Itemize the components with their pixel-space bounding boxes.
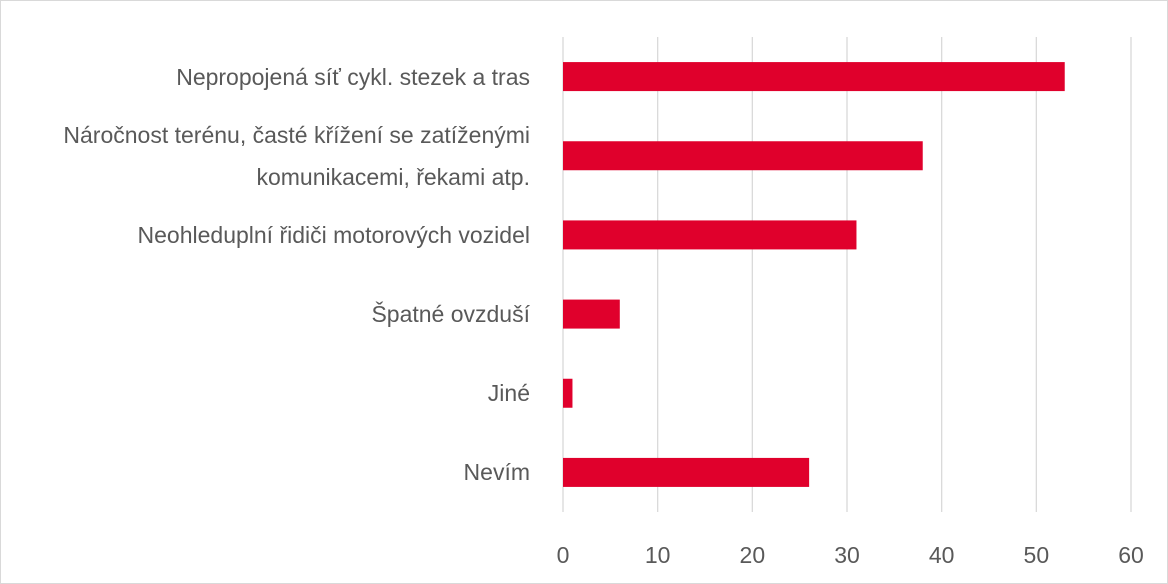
- x-tick-label: 10: [645, 542, 671, 568]
- y-tick-label: Nepropojená síť cykl. stezek a tras: [176, 63, 530, 90]
- x-tick-label: 60: [1118, 542, 1144, 568]
- x-tick-label: 0: [557, 542, 570, 568]
- y-tick-label: Nevím: [463, 459, 530, 486]
- x-tick-label: 40: [929, 542, 955, 568]
- bar: [563, 141, 923, 171]
- bar: [563, 378, 573, 408]
- bar: [563, 62, 1065, 92]
- x-tick-label: 50: [1024, 542, 1050, 568]
- y-tick-label: Neohleduplní řidiči motorových vozidel: [137, 221, 530, 248]
- bar: [563, 220, 857, 250]
- y-tick-label: Jiné: [487, 380, 530, 407]
- x-tick-label: 20: [740, 542, 766, 568]
- bar: [563, 299, 620, 329]
- y-tick-label: Špatné ovzduší: [371, 301, 530, 328]
- x-tick-label: 30: [834, 542, 860, 568]
- y-tick-label: Náročnost terénu, časté křížení se zatíž…: [63, 121, 530, 190]
- bar: [563, 457, 810, 487]
